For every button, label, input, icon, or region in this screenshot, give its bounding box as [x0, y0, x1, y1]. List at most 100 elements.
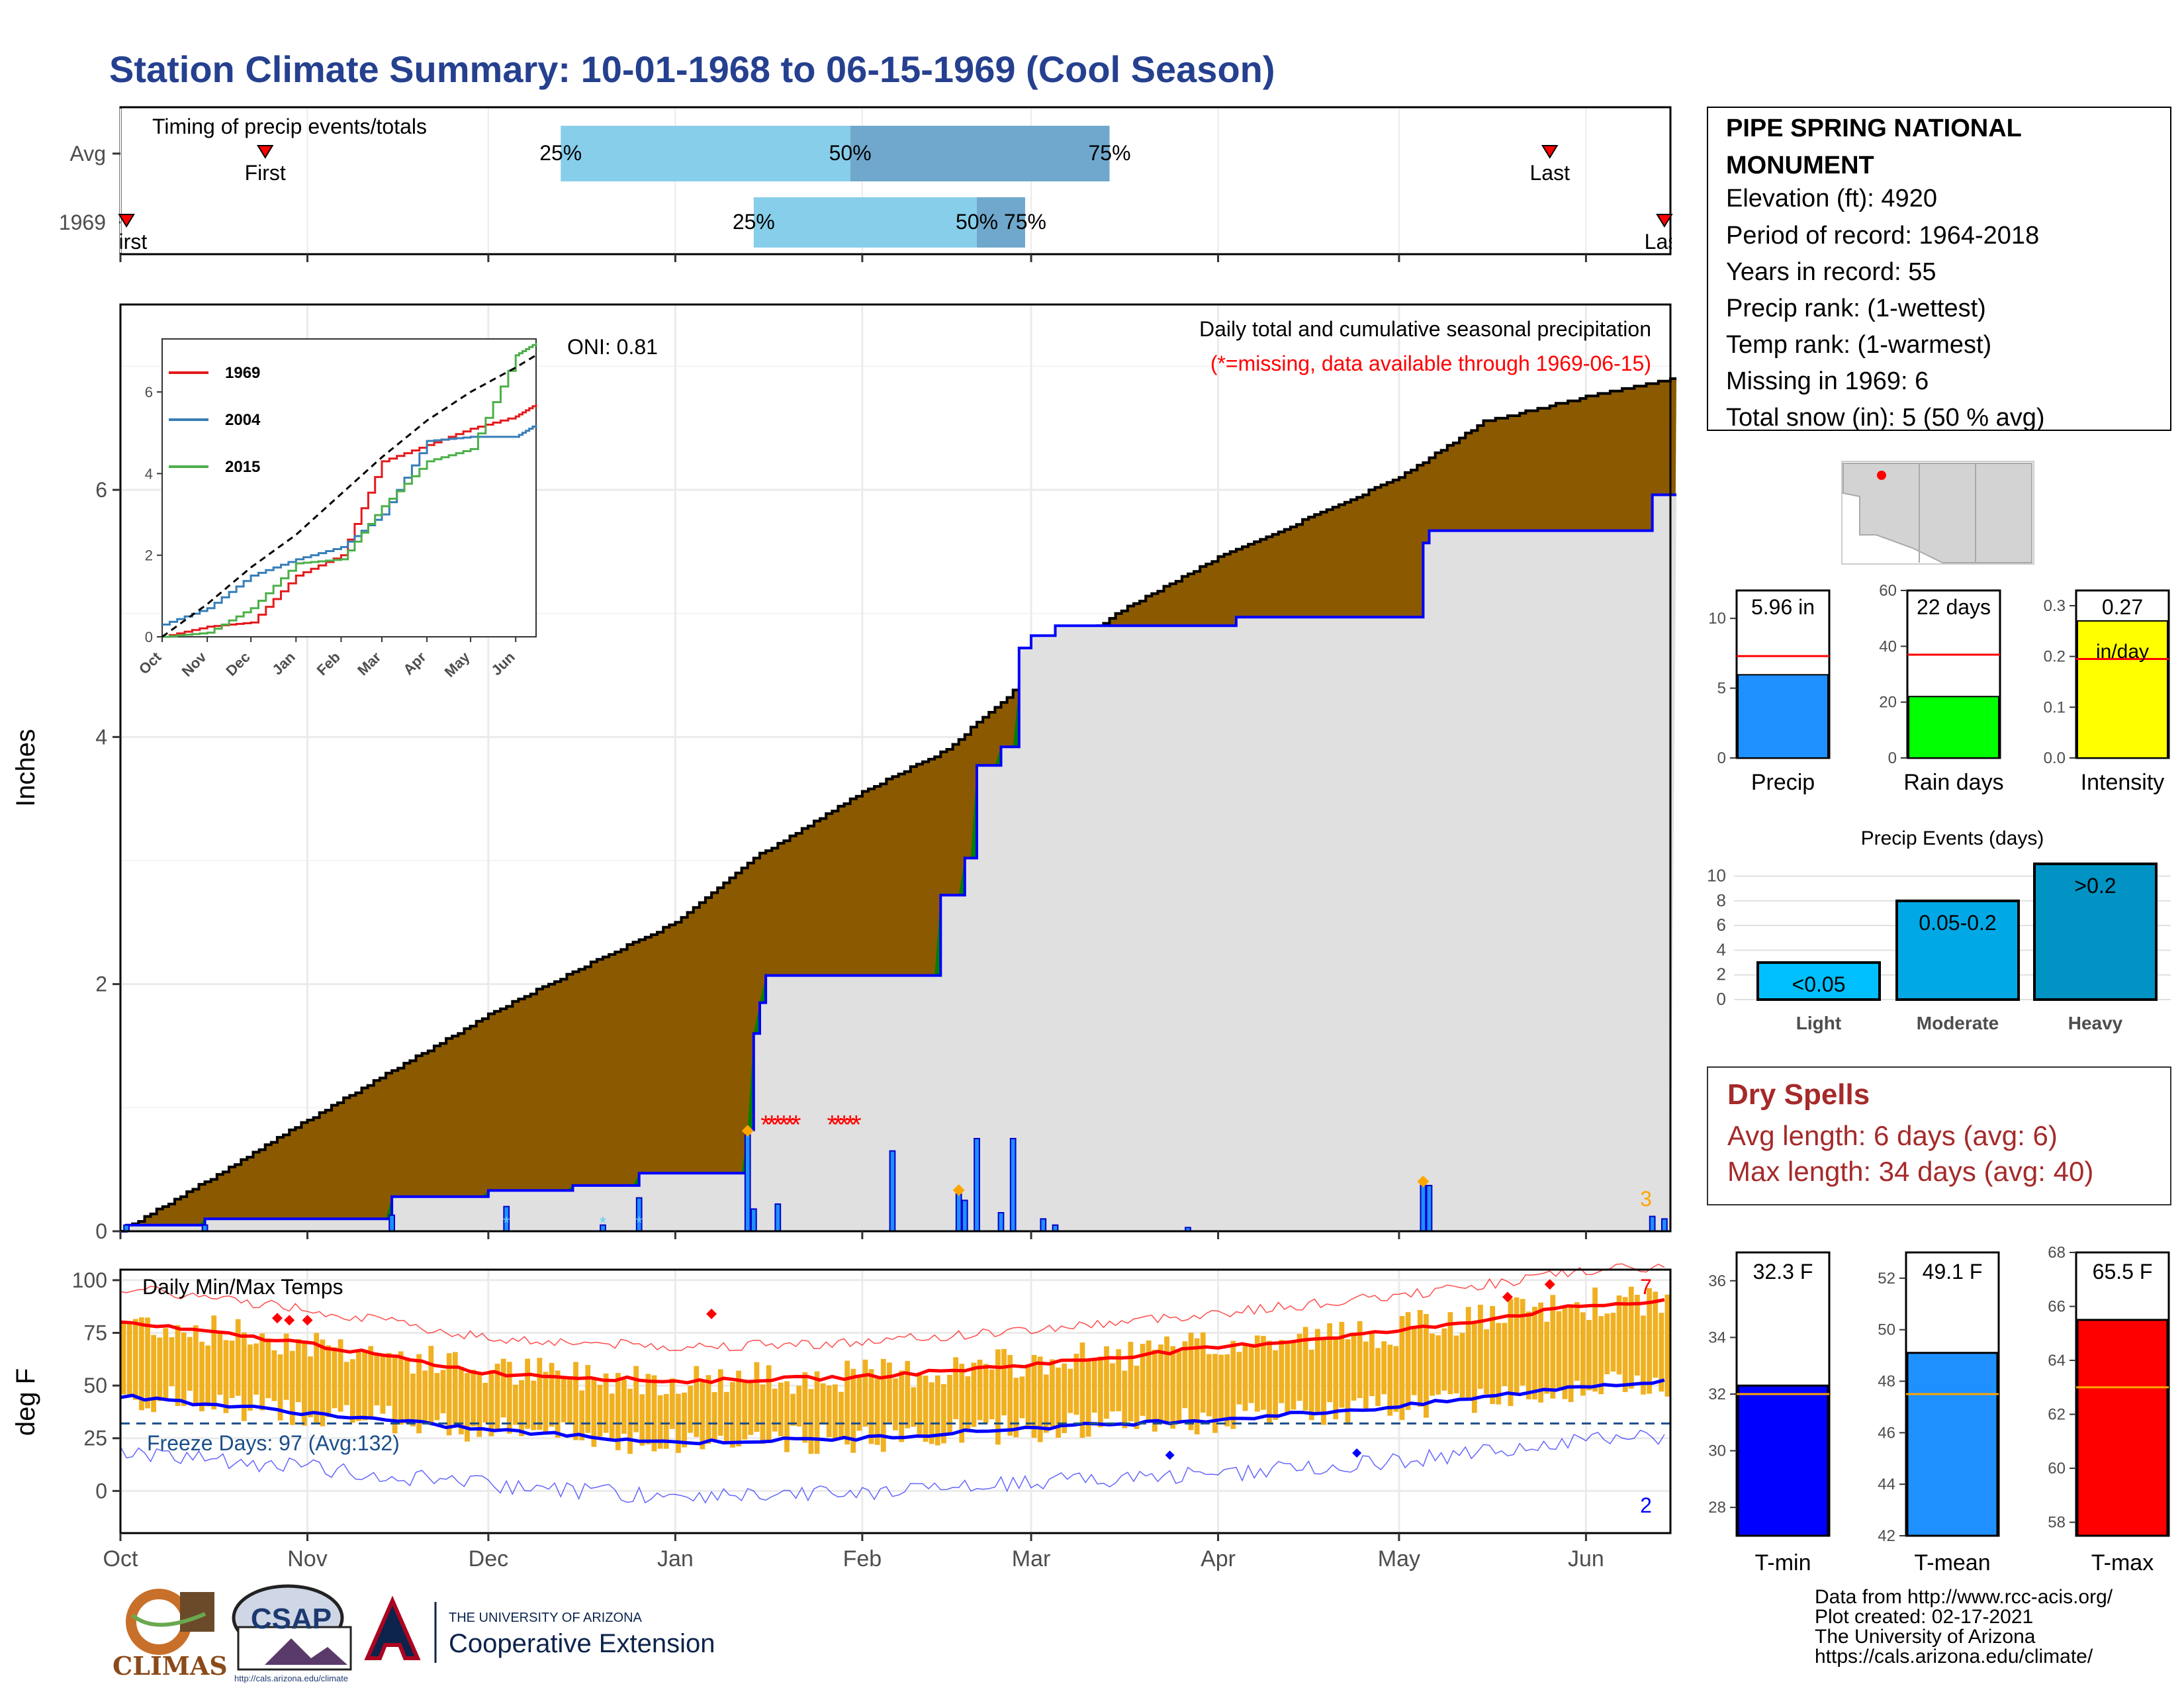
daily-temp-bar: [302, 1341, 307, 1426]
events-tick-label: 4: [1717, 939, 1726, 959]
record-low-marker: [1352, 1448, 1362, 1458]
daily-temp-bar: [868, 1369, 874, 1444]
daily-precip-bar: [1426, 1184, 1433, 1233]
daily-temp-bar: [410, 1373, 416, 1427]
daily-temp-bar: [1091, 1360, 1097, 1413]
missing-day-marker: *: [785, 1111, 796, 1140]
temp-y-tick-label: 100: [72, 1268, 107, 1292]
temp-y-tick-label: 0: [95, 1479, 107, 1503]
daily-temp-bar: [500, 1358, 506, 1418]
events-bar-moderate: [1895, 899, 2020, 1001]
events-bar-heavy: [2033, 863, 2158, 1001]
timing-q25-label: 25%: [539, 141, 582, 165]
summary-tick-label: 0: [1888, 749, 1897, 767]
daily-temp-bar: [1110, 1363, 1115, 1412]
inset-y-tick-label: 4: [145, 465, 153, 482]
daily-temp-bar: [416, 1354, 422, 1434]
daily-temp-bar: [1610, 1313, 1616, 1372]
temp-summary-label-2: T-max: [2091, 1550, 2154, 1575]
daily-temp-bar: [754, 1362, 760, 1432]
events-bar-label: >0.2: [2074, 874, 2116, 898]
timing-row-label-year: 1969: [59, 211, 106, 234]
temp-summary-value-0: 32.3 F: [1753, 1260, 1813, 1284]
daily-temp-bar: [343, 1362, 349, 1405]
daily-temp-bar: [1308, 1349, 1314, 1421]
footer-line-1: Data from http://www.rcc-acis.org/: [1815, 1586, 2113, 1608]
daily-temp-bar: [663, 1393, 669, 1449]
daily-temp-bar: [1315, 1329, 1320, 1413]
timing-clip-left: [79, 218, 119, 254]
daily-precip-bar: [997, 1212, 1005, 1232]
daily-temp-bar: [163, 1328, 169, 1399]
daily-precip-bar: [750, 1208, 757, 1233]
daily-temp-bar: [1242, 1344, 1248, 1411]
daily-precip-bar: [1040, 1218, 1047, 1233]
daily-temp-bar: [1592, 1288, 1598, 1392]
daily-temp-bar: [669, 1378, 675, 1429]
summary-label-2: Intensity: [2081, 770, 2165, 795]
daily-temp-bar: [742, 1380, 748, 1440]
daily-temp-bar: [790, 1393, 796, 1426]
daily-temp-bar: [482, 1382, 488, 1423]
station-temp-rank: Temp rank: (1-warmest): [1726, 331, 1991, 359]
daily-temp-bar: [1158, 1344, 1163, 1421]
daily-temp-bar: [1254, 1335, 1260, 1412]
daily-temp-bar: [1146, 1340, 1152, 1423]
daily-temp-bar: [205, 1345, 211, 1407]
seasonal-average-line: [120, 377, 1677, 1233]
daily-temp-bar: [1664, 1294, 1670, 1397]
daily-temp-bar: [248, 1344, 253, 1411]
record-low-marker: [1165, 1450, 1175, 1460]
daily-temp-bar: [1435, 1335, 1441, 1395]
daily-temp-bar: [1580, 1312, 1586, 1396]
daily-temp-bar: [374, 1354, 380, 1406]
daily-temp-bar: [459, 1366, 464, 1434]
summary-bar-charts: 5.96 in Precip 0 5 10 22 days Rain days 0 20 40 60…: [1708, 582, 2170, 795]
temp-summary-bar-2: [2076, 1319, 2169, 1537]
temp-summary-tick-label: 64: [2048, 1352, 2066, 1370]
daily-temp-bar: [525, 1358, 530, 1429]
summary-tick-label: 40: [1879, 637, 1897, 655]
missing-day-marker: *: [839, 1111, 850, 1140]
daily-temp-bar: [917, 1372, 923, 1437]
daily-temp-bar: [820, 1383, 826, 1425]
daily-temp-bar: [1188, 1333, 1194, 1430]
missing-day-marker: *: [833, 1111, 844, 1140]
daily-temp-bar: [277, 1354, 283, 1421]
daily-temp-bar: [1297, 1333, 1302, 1401]
dry-spells-title: Dry Spells: [1727, 1078, 1870, 1111]
daily-temp-bar: [1532, 1307, 1537, 1400]
daily-temp-bar: [1568, 1307, 1574, 1403]
timing-last-marker: [1541, 145, 1559, 159]
csap-logo-text: CSAP: [251, 1603, 332, 1635]
daily-temp-bar: [1206, 1354, 1212, 1417]
temp-panel: 0 25 50 75 100 Oct Nov Dec Jan Feb Mar Apr May Jun Da…: [11, 1263, 1672, 1571]
footer-credits: Data from http://www.rcc-acis.org/ Plot …: [1815, 1586, 2113, 1667]
daily-temp-bar: [893, 1378, 898, 1430]
daily-temp-bar: [850, 1368, 856, 1453]
daily-temp-bar: [368, 1346, 374, 1419]
temp-x-tick-label: Dec: [469, 1546, 508, 1571]
temp-corner-top: 7: [1640, 1275, 1652, 1299]
ua-logo-extension: Cooperative Extension: [449, 1629, 715, 1658]
daily-temp-bar: [1478, 1305, 1483, 1389]
daily-temp-bar: [513, 1384, 518, 1425]
temp-y-tick-label: 75: [83, 1321, 107, 1345]
daily-temp-bar: [120, 1321, 126, 1395]
daily-temp-bar: [1104, 1346, 1109, 1419]
daily-temp-bar: [953, 1357, 959, 1419]
events-tick-label: 8: [1717, 890, 1726, 910]
daily-temp-bar: [235, 1319, 241, 1396]
daily-temp-bar: [1031, 1354, 1037, 1438]
daily-precip-bar: [889, 1150, 896, 1232]
missing-day-marker: *: [766, 1111, 777, 1140]
record-high-marker: [302, 1315, 313, 1326]
daily-temp-bar: [1345, 1339, 1351, 1425]
daily-temp-bar: [145, 1317, 150, 1409]
daily-temp-bar: [1079, 1342, 1085, 1438]
snow-event-marker: [741, 1125, 754, 1137]
temp-x-tick-label: Mar: [1012, 1546, 1051, 1571]
daily-precip-bar: [1420, 1184, 1427, 1233]
timing-box-q50-q75: [850, 126, 1110, 181]
daily-temp-bar: [362, 1349, 367, 1421]
